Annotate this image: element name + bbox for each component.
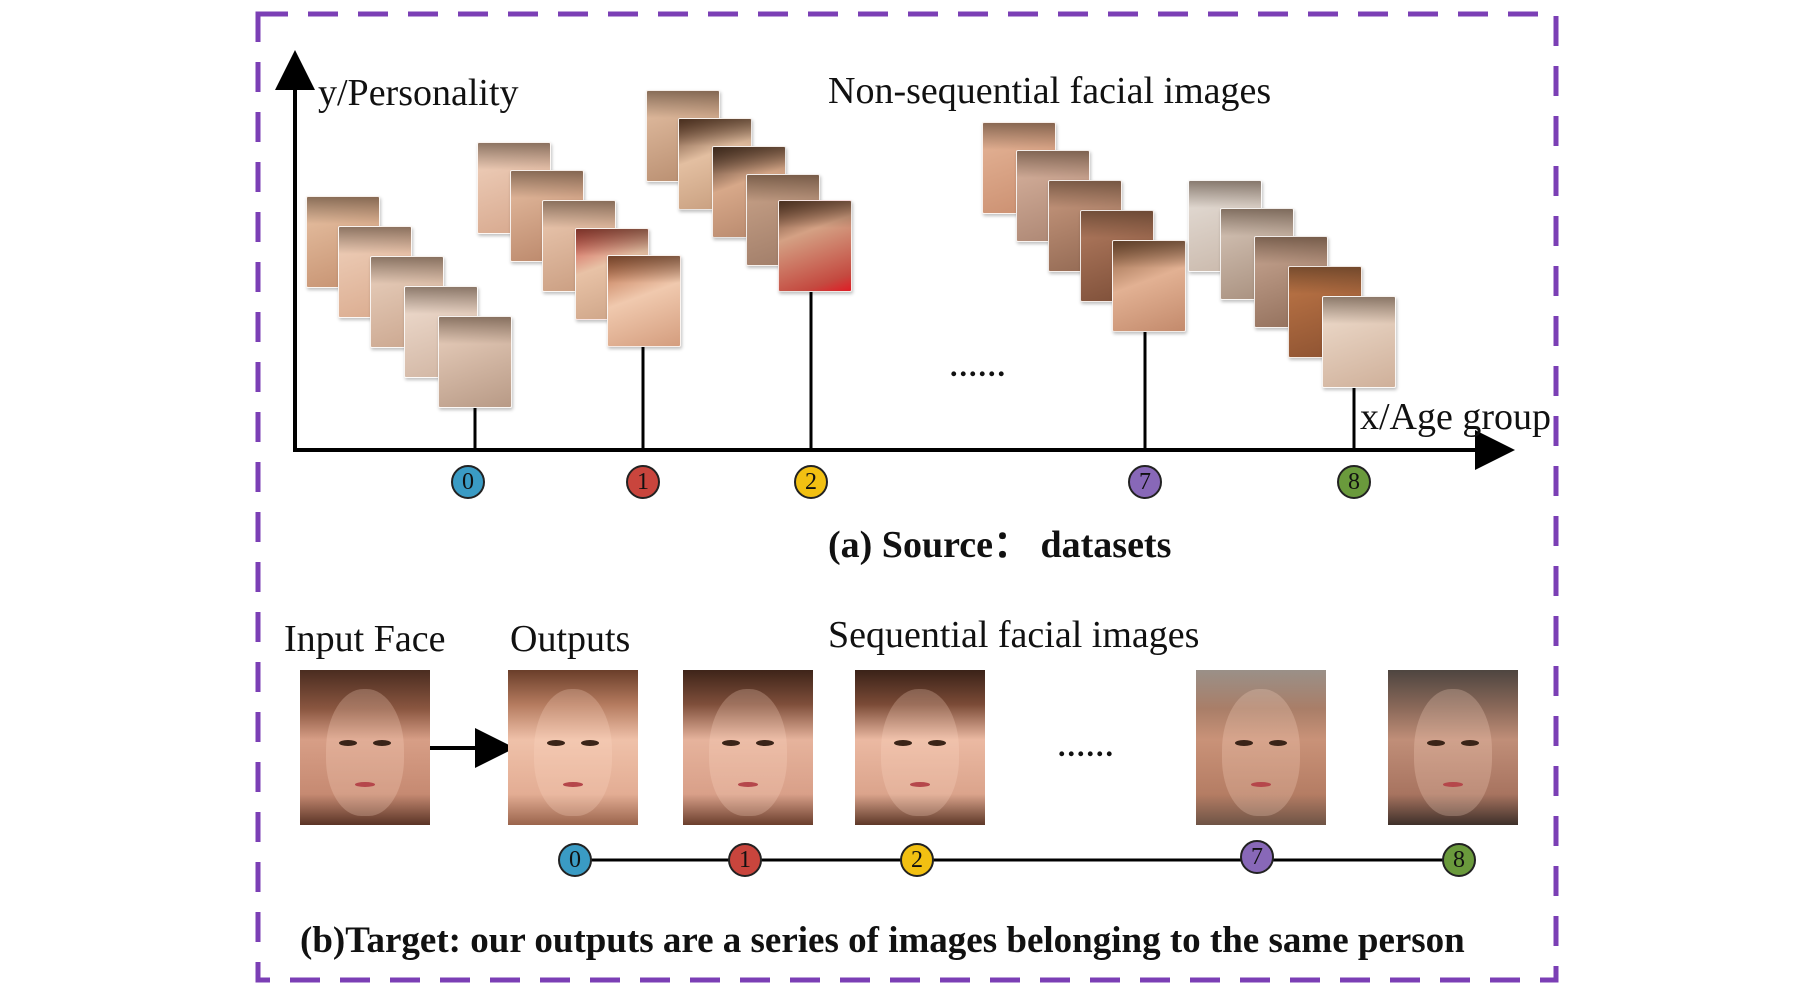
face-thumbnail	[1112, 240, 1186, 332]
input-face-label: Input Face	[284, 618, 446, 660]
face-thumbnail	[1322, 296, 1396, 388]
output-badge-1: 1	[728, 843, 762, 877]
bottom-ellipsis: ......	[1058, 730, 1115, 763]
age-badge-8: 8	[1337, 465, 1371, 499]
age-badge-0: 0	[451, 465, 485, 499]
output-face-age-8	[1388, 670, 1518, 825]
output-badge-8: 8	[1442, 843, 1476, 877]
top-ellipsis: ......	[950, 350, 1007, 383]
x-axis-label: x/Age group	[1360, 396, 1552, 438]
outputs-label: Outputs	[510, 618, 631, 660]
face-thumbnail	[778, 200, 852, 292]
age-badge-2: 2	[794, 465, 828, 499]
output-face-age-1	[683, 670, 813, 825]
sequence-label: Sequential facial images	[828, 614, 1200, 656]
output-badge-7: 7	[1240, 840, 1274, 874]
output-badge-0: 0	[558, 843, 592, 877]
input-face-image	[300, 670, 430, 825]
output-face-age-0	[508, 670, 638, 825]
output-face-age-2	[855, 670, 985, 825]
y-axis-label: y/Personality	[318, 72, 519, 114]
caption-a: (a) Source： datasets	[828, 524, 1172, 566]
output-face-age-7	[1196, 670, 1326, 825]
age-badge-7: 7	[1128, 465, 1162, 499]
output-badge-2: 2	[900, 843, 934, 877]
face-thumbnail	[438, 316, 512, 408]
face-thumbnail	[607, 255, 681, 347]
age-badge-1: 1	[626, 465, 660, 499]
caption-b: (b)Target: our outputs are a series of i…	[300, 920, 1465, 961]
cluster-label: Non-sequential facial images	[828, 70, 1272, 112]
